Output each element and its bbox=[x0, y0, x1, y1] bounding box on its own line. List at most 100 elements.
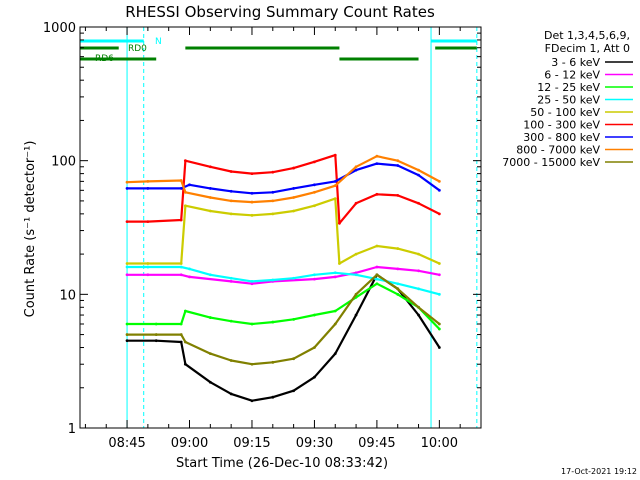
footer-date: 17-Oct-2021 19:12 bbox=[561, 467, 637, 476]
x-tick-label-0: 08:45 bbox=[108, 436, 145, 451]
series-8-point-14 bbox=[417, 305, 420, 309]
series-line-6 bbox=[127, 162, 441, 195]
series-3-point-0 bbox=[125, 265, 129, 269]
legend-label-8: 7000 - 15000 keV bbox=[502, 156, 600, 169]
series-7-point-6 bbox=[250, 200, 254, 204]
series-6-point-6 bbox=[250, 191, 254, 195]
series-0-point-6 bbox=[250, 399, 254, 403]
series-8-point-5 bbox=[229, 359, 233, 362]
series-8-point-10 bbox=[333, 322, 337, 326]
y-tick-label-1: 10 bbox=[59, 288, 76, 303]
series-0-point-7 bbox=[271, 395, 275, 399]
series-2-point-13 bbox=[396, 292, 400, 296]
series-7-point-15 bbox=[437, 179, 441, 183]
series-5-point-14 bbox=[396, 193, 400, 197]
y-axis-label: Count Rate (s⁻¹ detector⁻¹) bbox=[23, 141, 38, 318]
series-4-point-1 bbox=[146, 262, 150, 265]
series-3-point-6 bbox=[250, 279, 254, 283]
x-tick-label-2: 09:15 bbox=[233, 436, 270, 451]
series-8-point-3 bbox=[183, 340, 187, 344]
series-7-point-3 bbox=[183, 190, 187, 194]
series-line-1 bbox=[127, 265, 440, 285]
series-3-point-10 bbox=[333, 271, 337, 275]
series-3-point-15 bbox=[437, 292, 441, 296]
y-tick-label-2: 100 bbox=[51, 155, 76, 170]
series-1-point-9 bbox=[354, 271, 358, 275]
series-3-point-1 bbox=[146, 265, 150, 269]
series-0-point-0 bbox=[125, 339, 129, 343]
series-0-point-9 bbox=[313, 375, 316, 379]
series-5-point-13 bbox=[375, 192, 379, 196]
x-tick-label-4: 09:45 bbox=[358, 436, 395, 451]
x-tick-label-5: 10:00 bbox=[421, 436, 458, 451]
y-tick-label-0: 1 bbox=[68, 422, 76, 437]
series-0-point-8 bbox=[292, 389, 296, 393]
series-0-point-1 bbox=[154, 339, 158, 343]
series-5-point-7 bbox=[271, 170, 275, 174]
series-1-point-0 bbox=[125, 273, 129, 277]
series-2-point-12 bbox=[375, 282, 379, 286]
series-5-point-12 bbox=[354, 201, 358, 205]
series-7-point-2 bbox=[179, 179, 183, 182]
series-2-point-5 bbox=[229, 319, 233, 323]
series-2-point-10 bbox=[333, 309, 337, 313]
series-4-point-12 bbox=[354, 252, 358, 256]
series-4-point-11 bbox=[338, 262, 341, 265]
series-7-point-11 bbox=[354, 165, 358, 169]
series-0-point-4 bbox=[208, 380, 212, 384]
series-7-point-0 bbox=[125, 180, 129, 184]
x-tick-label-3: 09:30 bbox=[296, 436, 333, 451]
series-8-point-4 bbox=[208, 352, 212, 356]
series-1-point-3 bbox=[188, 275, 191, 279]
series-4-point-4 bbox=[208, 209, 212, 213]
series-3-point-8 bbox=[292, 276, 296, 280]
series-1-point-5 bbox=[250, 282, 254, 286]
series-3-point-7 bbox=[271, 278, 275, 282]
series-5-point-2 bbox=[179, 218, 183, 222]
series-3-point-5 bbox=[229, 276, 233, 280]
legend-label-4: 50 - 100 keV bbox=[530, 106, 600, 119]
series-6-point-11 bbox=[354, 168, 358, 172]
series-5-point-8 bbox=[292, 166, 296, 170]
series-0-point-10 bbox=[333, 352, 337, 356]
legend-label-7: 800 - 7000 keV bbox=[516, 144, 600, 157]
series-1-point-2 bbox=[179, 273, 183, 277]
series-2-point-8 bbox=[292, 317, 296, 321]
series-1-point-11 bbox=[396, 267, 400, 271]
series-8-point-0 bbox=[125, 333, 129, 336]
series-1-point-13 bbox=[437, 273, 441, 277]
series-8-point-7 bbox=[271, 360, 275, 364]
series-5-point-1 bbox=[146, 220, 150, 224]
series-4-point-8 bbox=[292, 209, 296, 213]
series-8-point-6 bbox=[250, 362, 254, 366]
chart-title: RHESSI Observing Summary Count Rates bbox=[125, 3, 435, 21]
series-6-point-5 bbox=[229, 189, 233, 193]
series-6-point-3 bbox=[188, 183, 191, 187]
series-7-point-7 bbox=[271, 199, 275, 203]
series-2-point-1 bbox=[154, 322, 158, 326]
series-6-point-2 bbox=[179, 187, 183, 190]
series-2-point-0 bbox=[125, 322, 129, 326]
series-4-point-15 bbox=[417, 252, 420, 256]
legend-header-line-2: FDecim 1, Att 0 bbox=[545, 42, 630, 55]
series-5-point-6 bbox=[250, 172, 254, 176]
series-2-point-15 bbox=[437, 327, 441, 331]
series-8-point-13 bbox=[396, 287, 400, 291]
series-3-point-13 bbox=[396, 282, 400, 286]
series-4-point-14 bbox=[396, 247, 400, 250]
series-5-point-9 bbox=[313, 160, 316, 164]
series-5-point-4 bbox=[208, 165, 212, 169]
series-5-point-15 bbox=[417, 201, 420, 205]
series-6-point-1 bbox=[146, 187, 150, 190]
series-4-point-10 bbox=[333, 197, 337, 201]
series-8-point-2 bbox=[179, 333, 183, 336]
series-4-point-3 bbox=[183, 204, 187, 208]
series-2-point-2 bbox=[179, 322, 183, 326]
series-5-point-0 bbox=[125, 220, 129, 224]
legend-label-1: 6 - 12 keV bbox=[544, 69, 600, 82]
series-0-point-14 bbox=[417, 313, 420, 317]
y-tick-label-3: 1000 bbox=[43, 21, 76, 36]
series-3-point-2 bbox=[179, 265, 183, 269]
